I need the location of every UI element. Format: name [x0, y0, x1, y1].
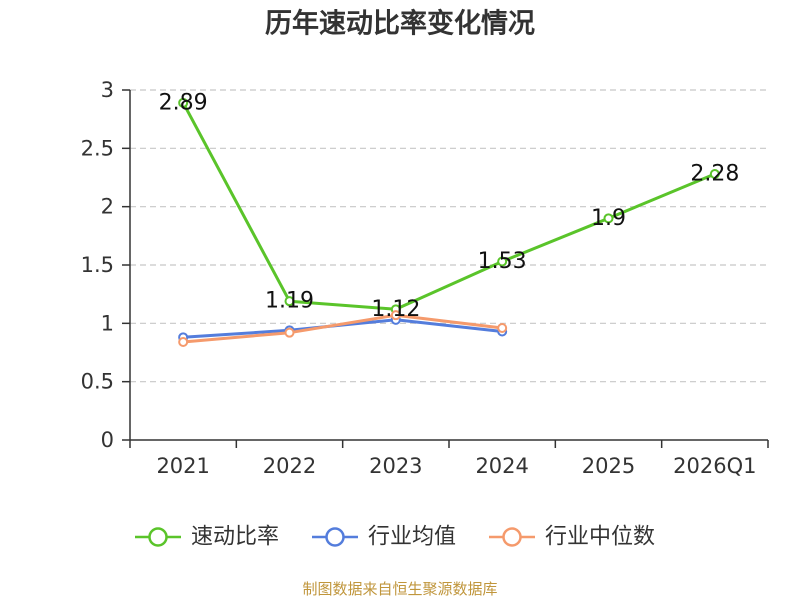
x-tick-label: 2026Q1 [673, 454, 756, 478]
legend-label: 行业均值 [368, 525, 456, 550]
series-industry-median [178, 310, 508, 347]
industry-median-point [390, 310, 401, 321]
gridlines [130, 89, 768, 383]
legend-item-quick-ratio[interactable]: 速动比率 [135, 525, 279, 550]
series-group [178, 97, 720, 347]
x-tick-label: 2025 [582, 454, 635, 478]
quick-ratio-data-label: 1.53 [478, 249, 527, 274]
data-labels: 2.89 1.19 1.12 1.53 1.9 2.28 [159, 90, 740, 322]
chart-title: 历年速动比率变化情况 [265, 8, 535, 40]
legend-item-industry-median[interactable]: 行业中位数 [489, 525, 655, 550]
y-tick-label: 1 [101, 311, 114, 335]
y-tick-label: 0 [101, 428, 114, 452]
x-tick-label: 2022 [263, 454, 316, 478]
quick-ratio-point [497, 256, 508, 267]
y-tick-label: 2 [101, 195, 114, 219]
quick-ratio-data-label: 1.12 [371, 297, 420, 322]
quick-ratio-data-label: 1.9 [591, 206, 626, 231]
quick-ratio-line [181, 101, 717, 311]
quick-ratio-point [603, 213, 614, 224]
legend-label: 行业中位数 [545, 525, 655, 550]
source-footer: 制图数据来自恒生聚源数据库 [302, 580, 497, 598]
x-tick-label: 2023 [369, 454, 422, 478]
legend-circle-icon [502, 527, 522, 547]
x-tick-label: 2021 [156, 454, 209, 478]
legend-item-industry-mean[interactable]: 行业均值 [312, 525, 456, 550]
legend: 速动比率 行业均值 行业中位数 [135, 525, 655, 550]
x-tick-label: 2024 [475, 454, 528, 478]
axes: 0 0.5 1 1.5 2 2.5 3 2021 2022 2023 2024 2025 2026Q1 [81, 78, 769, 478]
legend-circle-icon [148, 527, 168, 547]
quick-ratio-point [284, 296, 295, 307]
y-tick-label: 3 [101, 78, 114, 102]
y-tick-label: 1.5 [81, 253, 114, 277]
industry-median-point [178, 337, 189, 347]
quick-ratio-data-label: 2.28 [690, 162, 739, 187]
quick-ratio-point [709, 169, 720, 179]
quick-ratio-data-label: 2.89 [159, 90, 208, 115]
quick-ratio-point [178, 97, 189, 108]
quick-ratio-data-label: 1.19 [265, 289, 314, 314]
y-tick-label: 0.5 [81, 370, 114, 394]
legend-circle-icon [325, 527, 345, 547]
industry-median-line [181, 313, 504, 344]
y-tick-label: 2.5 [81, 136, 114, 160]
industry-median-point [284, 327, 295, 338]
legend-label: 速动比率 [191, 525, 279, 550]
industry-median-point [497, 323, 508, 333]
